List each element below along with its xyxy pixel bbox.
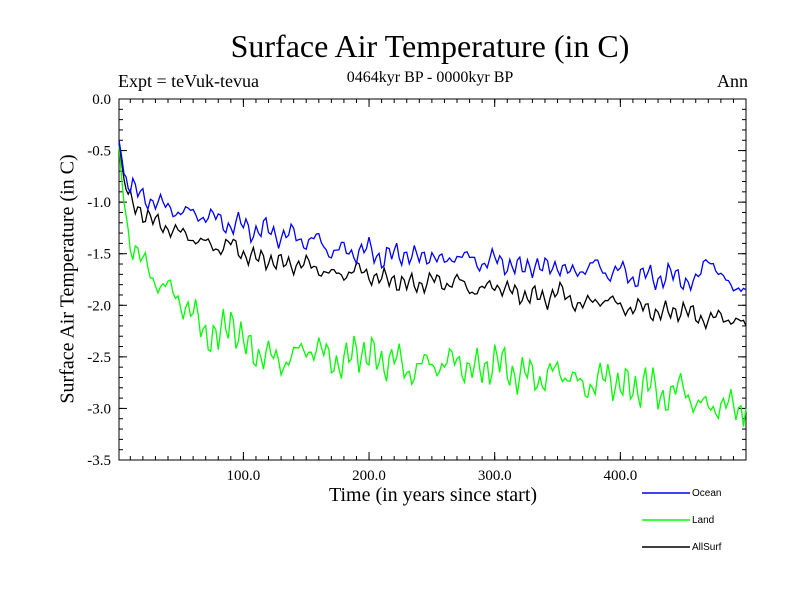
series-layer: [118, 140, 747, 427]
axis-ticks: 0.0 -0.5 -1.0 -1.5 -2.0 -2.5 -3.0 -3.5 100.0 200.…: [87, 92, 746, 484]
y-tick-label: -0.5: [87, 144, 111, 160]
chart-subtitle: 0464kyr BP - 0000kyr BP: [346, 69, 514, 86]
legend-label-allsurf: AllSurf: [692, 542, 722, 553]
chart-title: Surface Air Temperature (in C): [230, 28, 630, 64]
y-tick-label: 0.0: [92, 92, 111, 108]
period-label: Ann: [717, 71, 748, 91]
x-tick-label: 200.0: [352, 468, 386, 484]
plot-frame: [118, 98, 747, 461]
legend-label-land: Land: [692, 515, 714, 526]
y-tick-label: -1.5: [87, 247, 111, 263]
x-tick-label: 400.0: [603, 468, 637, 484]
y-tick-label: -2.5: [87, 350, 111, 366]
series-line-ocean: [118, 140, 747, 293]
y-tick-label: -3.5: [87, 453, 111, 469]
series-line-allsurf: [118, 140, 747, 331]
y-tick-label: -2.0: [87, 298, 111, 314]
series-line-land: [118, 145, 747, 427]
x-axis-label: Time (in years since start): [328, 484, 538, 506]
y-tick-label: -3.0: [87, 401, 111, 417]
x-tick-label: 100.0: [227, 468, 261, 484]
experiment-label: Expt = teVuk-tevua: [118, 71, 260, 91]
x-tick-label: 300.0: [478, 468, 512, 484]
legend-label-ocean: Ocean: [692, 488, 721, 499]
legend: Ocean Land AllSurf: [642, 488, 722, 553]
y-tick-label: -1.0: [87, 195, 111, 211]
